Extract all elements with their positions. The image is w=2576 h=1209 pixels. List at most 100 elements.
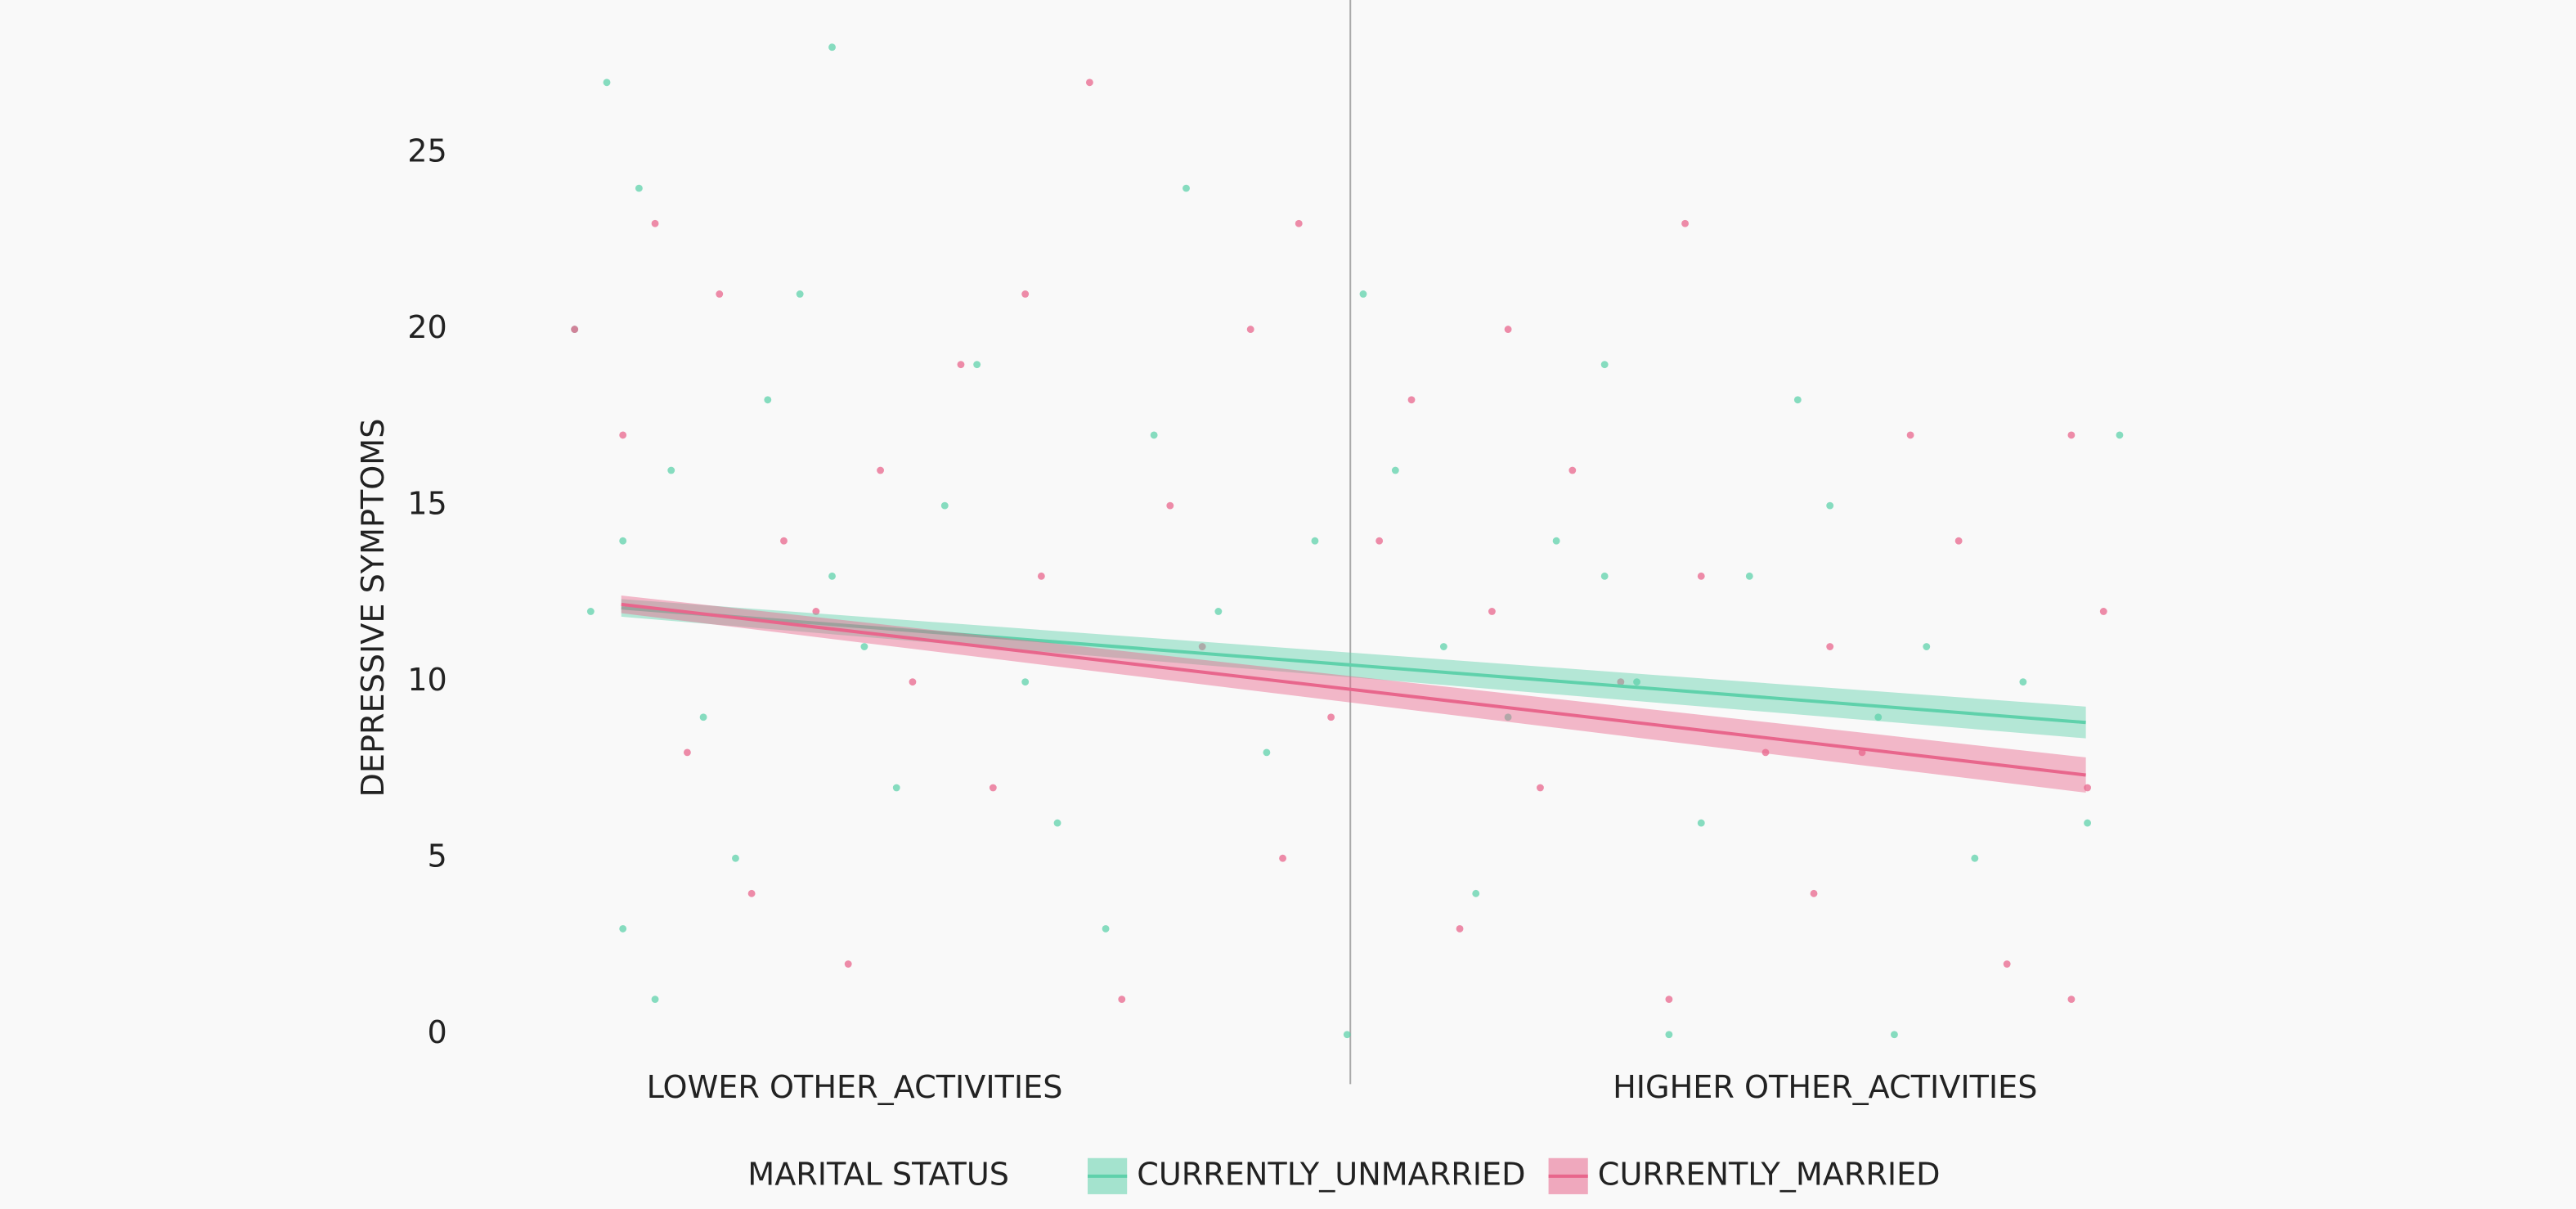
point (635, 184, 643, 192)
point (2019, 678, 2027, 686)
y-axis-label: DEPRESSIVE SYMPTOMS (355, 419, 391, 798)
point (1118, 996, 1126, 1004)
point (1697, 572, 1705, 580)
point (1537, 784, 1544, 792)
point (1504, 326, 1512, 333)
point (764, 396, 772, 404)
point (2084, 784, 2091, 792)
point (1488, 608, 1496, 615)
point (1279, 854, 1286, 862)
point (1021, 678, 1030, 686)
point (812, 608, 820, 615)
point (1761, 748, 1770, 757)
point (747, 889, 756, 897)
point (1102, 925, 1110, 933)
point (1021, 290, 1030, 298)
legend-label: CURRENTLY_MARRIED (1598, 1156, 1941, 1192)
point (1311, 537, 1319, 545)
point (1037, 572, 1045, 580)
point (1826, 501, 1834, 510)
y-tick-label: 20 (407, 309, 447, 345)
point (586, 608, 595, 615)
point (1456, 925, 1464, 933)
legend-title: MARITAL STATUS (747, 1156, 1009, 1192)
point (860, 643, 868, 650)
point (1085, 79, 1093, 87)
point (1681, 219, 1689, 227)
point (732, 854, 739, 862)
point (828, 572, 836, 580)
point (1600, 361, 1609, 369)
point (1183, 184, 1190, 192)
confidence-band (621, 596, 2086, 793)
point (1391, 466, 1399, 474)
point (1472, 889, 1480, 897)
point (1633, 678, 1640, 686)
point (651, 996, 659, 1004)
point (1327, 713, 1335, 721)
y-tick-label: 0 (428, 1014, 447, 1050)
point (2067, 996, 2076, 1004)
point (699, 713, 707, 721)
y-tick-label: 25 (407, 133, 447, 169)
point (2067, 431, 2076, 439)
point (796, 290, 804, 298)
point (683, 748, 691, 757)
point (1874, 713, 1883, 721)
y-tick-label: 15 (407, 486, 447, 522)
point (619, 925, 627, 933)
point (1053, 819, 1061, 827)
confidence-band (621, 599, 2086, 739)
point (1793, 396, 1802, 404)
point (571, 326, 579, 333)
point (2084, 819, 2091, 827)
point (1166, 501, 1174, 510)
point (1359, 290, 1367, 298)
point (1810, 889, 1818, 897)
point (1665, 996, 1673, 1004)
point (973, 361, 981, 369)
point (828, 43, 836, 52)
x-tick-label: HIGHER OTHER_ACTIVITIES (1613, 1069, 2037, 1105)
point (651, 219, 659, 227)
point (957, 361, 965, 369)
point (1954, 537, 1963, 545)
point (1826, 643, 1834, 650)
point (716, 290, 724, 298)
point (1439, 643, 1447, 650)
point (1246, 326, 1254, 333)
y-tick-label: 5 (428, 838, 447, 874)
point (1295, 219, 1303, 227)
point (1504, 713, 1512, 721)
point (892, 784, 900, 792)
point (844, 960, 852, 968)
point (1376, 537, 1384, 545)
point (1617, 678, 1625, 686)
point (2099, 608, 2107, 615)
point (1407, 396, 1416, 404)
point (1906, 431, 1914, 439)
point (619, 537, 627, 545)
point (1600, 572, 1609, 580)
point (1923, 643, 1931, 650)
point (1198, 643, 1206, 650)
point (603, 79, 611, 87)
point (1665, 1031, 1673, 1039)
point (1568, 466, 1577, 474)
point (1971, 854, 1979, 862)
point (989, 784, 997, 792)
point (780, 537, 788, 545)
y-tick-label: 10 (407, 662, 447, 698)
x-tick-label: LOWER OTHER_ACTIVITIES (647, 1069, 1063, 1105)
point (1745, 572, 1753, 580)
point (909, 678, 917, 686)
point (2003, 960, 2011, 968)
point (667, 466, 675, 474)
point (1697, 819, 1705, 827)
point (1150, 431, 1158, 439)
fit-line (621, 606, 2086, 725)
point (619, 431, 627, 439)
